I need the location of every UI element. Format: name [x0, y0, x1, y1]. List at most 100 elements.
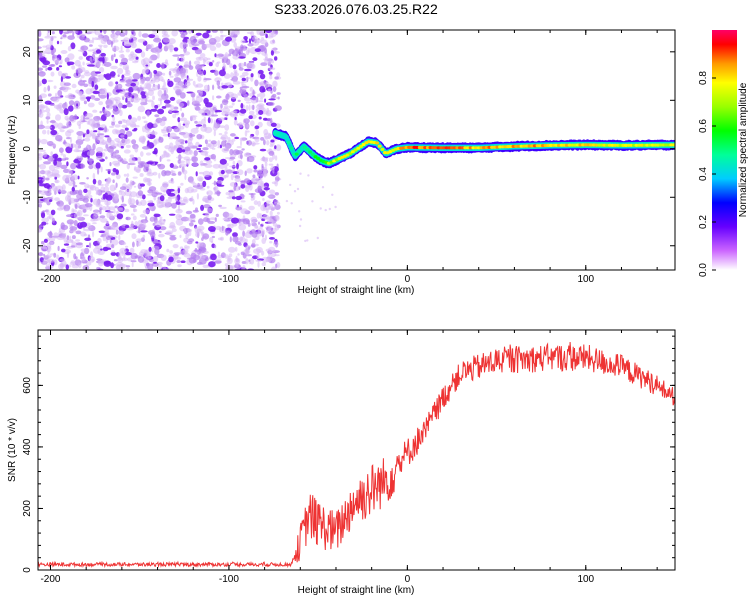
- noise-blob: [166, 248, 170, 253]
- noise-blob: [213, 186, 217, 193]
- noise-blob: [123, 158, 127, 163]
- noise-blob: [248, 38, 252, 44]
- noise-blob: [92, 48, 96, 52]
- noise-blob: [165, 59, 168, 64]
- noise-blob: [183, 120, 191, 126]
- noise-blob: [86, 129, 90, 135]
- noise-blob: [244, 231, 253, 238]
- noise-blob: [249, 87, 254, 92]
- x-tick-label: 0: [405, 274, 411, 285]
- noise-blob: [191, 181, 195, 184]
- noise-blob: [145, 47, 149, 52]
- colorbar-tick-label: 0.2: [698, 215, 709, 229]
- noise-blob: [161, 79, 165, 83]
- noise-blob: [86, 158, 95, 162]
- noise-blob: [179, 117, 188, 122]
- noise-blob: [252, 104, 255, 111]
- noise-blob: [161, 154, 164, 160]
- noise-blob: [169, 236, 177, 241]
- noise-blob: [196, 71, 199, 77]
- noise-blob: [46, 255, 53, 258]
- noise-blob: [188, 132, 193, 138]
- noise-blob: [153, 47, 161, 54]
- x-tick-label: -100: [219, 274, 239, 285]
- y-tick-label: 400: [22, 438, 33, 455]
- noise-blob: [47, 66, 53, 71]
- noise-blob: [96, 133, 105, 136]
- colorbar-ticks: 0.0 0.2 0.4 0.6 0.8: [698, 71, 716, 277]
- noise-blob: [251, 238, 256, 245]
- noise-blob: [233, 119, 238, 126]
- noise-blob: [181, 112, 185, 118]
- noise-blob: [150, 108, 158, 112]
- noise-blob: [44, 35, 52, 39]
- noise-blob: [73, 149, 80, 153]
- noise-blob: [177, 171, 182, 176]
- noise-blob: [290, 202, 293, 205]
- noise-blob: [175, 139, 181, 146]
- noise-blob: [44, 198, 50, 203]
- noise-blob: [117, 74, 120, 77]
- snr-x-label: Height of straight line (km): [298, 585, 415, 596]
- noise-blob: [139, 183, 145, 187]
- signal-core: [313, 155, 318, 159]
- noise-blob: [272, 223, 278, 227]
- noise-blob: [224, 254, 229, 259]
- noise-blob: [121, 57, 128, 64]
- noise-blob: [274, 105, 282, 111]
- noise-blob: [267, 88, 271, 92]
- noise-blob: [216, 180, 224, 184]
- noise-blob: [168, 225, 177, 229]
- noise-blob: [197, 225, 205, 231]
- noise-blob: [274, 204, 281, 211]
- noise-blob: [264, 234, 267, 241]
- noise-blob: [131, 139, 137, 145]
- noise-blob: [63, 108, 69, 116]
- noise-blob: [207, 143, 212, 148]
- noise-blob: [177, 117, 181, 123]
- noise-blob: [172, 68, 177, 73]
- signal-core: [308, 150, 313, 154]
- noise-blob: [264, 48, 267, 54]
- noise-blob: [80, 248, 86, 252]
- noise-blob: [62, 86, 69, 93]
- noise-blob: [111, 244, 115, 249]
- noise-blob: [80, 231, 87, 237]
- y-tick-label: -10: [22, 190, 33, 205]
- noise-blob: [257, 185, 262, 191]
- noise-blob: [255, 104, 263, 110]
- noise-blob: [257, 200, 262, 207]
- noise-blob: [250, 120, 255, 127]
- noise-blob: [111, 45, 120, 52]
- noise-blob: [44, 125, 52, 129]
- noise-blob: [42, 246, 48, 250]
- noise-blob: [146, 110, 150, 117]
- noise-blob: [198, 56, 202, 60]
- noise-blob: [184, 81, 191, 87]
- noise-blob: [176, 156, 184, 159]
- noise-blob: [165, 199, 169, 205]
- noise-blob: [264, 98, 267, 103]
- noise-blob: [194, 84, 199, 88]
- noise-blob: [229, 63, 233, 69]
- noise-blob: [99, 110, 103, 114]
- noise-blob: [118, 189, 122, 196]
- colorbar-tick-label: 0.6: [698, 119, 709, 133]
- noise-blob: [207, 220, 216, 224]
- noise-blob: [42, 210, 46, 213]
- noise-blob: [130, 82, 136, 87]
- noise-blob: [74, 203, 78, 210]
- noise-blob: [123, 37, 130, 43]
- noise-blob: [250, 193, 254, 199]
- noise-blob: [220, 134, 228, 141]
- noise-blob: [125, 265, 131, 268]
- noise-blob: [78, 92, 83, 96]
- noise-blob: [87, 189, 92, 195]
- y-tick-label: 200: [22, 500, 33, 517]
- noise-blob: [195, 241, 199, 244]
- noise-blob: [230, 93, 239, 100]
- noise-blob: [77, 155, 82, 161]
- noise-blob: [264, 161, 268, 167]
- noise-blob: [89, 44, 93, 47]
- noise-blob: [158, 136, 164, 143]
